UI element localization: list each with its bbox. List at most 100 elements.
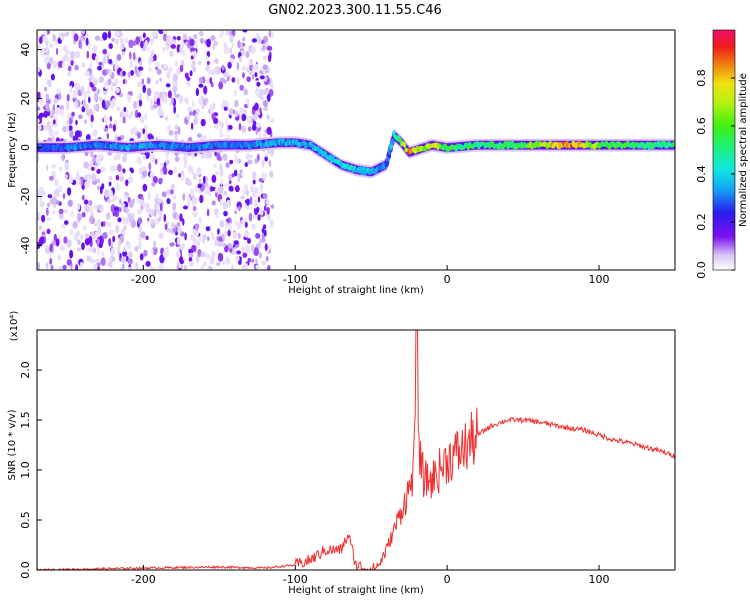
noise-speckle bbox=[130, 69, 134, 76]
noise-speckle bbox=[176, 113, 180, 119]
noise-speckle bbox=[76, 247, 82, 252]
noise-speckle bbox=[134, 65, 138, 75]
noise-speckle bbox=[38, 112, 45, 118]
noise-speckle bbox=[150, 248, 154, 254]
noise-speckle bbox=[110, 204, 116, 213]
noise-speckle bbox=[115, 174, 120, 181]
noise-speckle bbox=[226, 76, 230, 82]
noise-speckle bbox=[70, 59, 74, 66]
noise-speckle bbox=[61, 154, 65, 162]
ridge-cell bbox=[402, 142, 407, 148]
noise-speckle bbox=[66, 239, 72, 248]
noise-speckle bbox=[95, 258, 101, 264]
noise-speckle bbox=[256, 81, 261, 87]
noise-speckle bbox=[76, 230, 80, 237]
noise-speckle bbox=[229, 159, 234, 165]
noise-speckle bbox=[54, 130, 59, 136]
noise-speckle bbox=[219, 132, 224, 139]
noise-speckle bbox=[141, 78, 144, 85]
x-tick-label: -100 bbox=[283, 273, 308, 286]
noise-speckle bbox=[195, 113, 198, 119]
snr-y-axis: 0.0 0.5 1.0 1.5 2.0 bbox=[19, 361, 42, 579]
noise-speckle bbox=[193, 34, 198, 40]
noise-speckle bbox=[237, 40, 241, 49]
noise-speckle bbox=[114, 209, 119, 218]
noise-speckle bbox=[138, 166, 143, 176]
noise-speckle bbox=[208, 266, 211, 270]
noise-speckle bbox=[69, 249, 74, 259]
noise-speckle bbox=[102, 232, 108, 239]
noise-speckle bbox=[162, 46, 166, 53]
noise-speckle bbox=[200, 118, 206, 127]
noise-speckle bbox=[75, 119, 78, 126]
noise-speckle bbox=[105, 100, 111, 108]
noise-speckle bbox=[260, 186, 263, 194]
noise-speckle bbox=[149, 266, 155, 270]
colorbar-tick-label: 0.8 bbox=[695, 69, 708, 87]
noise-speckle bbox=[74, 83, 79, 90]
noise-speckle bbox=[46, 62, 51, 70]
noise-speckle bbox=[125, 179, 129, 187]
noise-speckle bbox=[195, 254, 200, 263]
noise-speckle bbox=[38, 225, 43, 231]
noise-speckle bbox=[112, 165, 118, 172]
noise-speckle bbox=[122, 116, 126, 124]
noise-speckle bbox=[37, 153, 40, 163]
noise-speckle bbox=[249, 196, 253, 205]
noise-speckle bbox=[122, 250, 128, 257]
noise-speckle bbox=[107, 198, 112, 204]
noise-speckle bbox=[103, 116, 109, 124]
noise-speckle bbox=[217, 252, 224, 262]
noise-speckle bbox=[242, 30, 248, 33]
noise-speckle bbox=[223, 190, 228, 196]
noise-speckle bbox=[107, 30, 112, 39]
noise-speckle bbox=[45, 164, 49, 172]
noise-speckle bbox=[97, 226, 102, 234]
noise-speckle bbox=[220, 178, 223, 186]
noise-speckle bbox=[168, 169, 173, 175]
noise-speckle bbox=[51, 196, 58, 204]
noise-speckle bbox=[234, 89, 237, 97]
noise-speckle bbox=[228, 107, 234, 116]
noise-speckle bbox=[238, 257, 242, 263]
noise-speckle bbox=[193, 117, 199, 125]
x-tick-label: 100 bbox=[589, 273, 610, 286]
noise-speckle bbox=[191, 201, 195, 206]
noise-speckle bbox=[180, 243, 185, 250]
noise-speckle bbox=[220, 103, 225, 109]
noise-speckle bbox=[77, 203, 81, 211]
noise-speckle bbox=[177, 226, 182, 235]
noise-speckle bbox=[223, 210, 228, 217]
y-tick-label: 40 bbox=[19, 43, 32, 57]
noise-speckle bbox=[200, 37, 204, 44]
noise-speckle bbox=[136, 209, 141, 215]
noise-speckle bbox=[267, 93, 271, 102]
noise-speckle bbox=[83, 161, 89, 169]
noise-speckle bbox=[192, 211, 198, 218]
noise-speckle bbox=[63, 209, 69, 214]
noise-speckle bbox=[268, 160, 272, 167]
noise-speckle bbox=[67, 187, 72, 196]
noise-speckle bbox=[146, 87, 152, 97]
noise-speckle bbox=[212, 43, 215, 50]
noise-speckle bbox=[270, 118, 275, 124]
noise-speckle bbox=[114, 224, 120, 234]
noise-speckle bbox=[66, 124, 70, 133]
noise-speckle bbox=[177, 126, 181, 135]
noise-speckle bbox=[88, 205, 94, 214]
noise-speckle bbox=[230, 263, 235, 270]
noise-speckle bbox=[159, 162, 165, 167]
noise-speckle bbox=[89, 61, 93, 70]
noise-speckle bbox=[176, 236, 181, 246]
noise-speckle bbox=[100, 166, 106, 173]
noise-speckle bbox=[76, 169, 80, 177]
noise-speckle bbox=[127, 72, 131, 78]
noise-speckle bbox=[100, 251, 105, 257]
noise-speckle bbox=[137, 66, 144, 71]
noise-speckle bbox=[85, 104, 89, 112]
noise-speckle bbox=[147, 191, 151, 201]
noise-speckle bbox=[78, 40, 82, 49]
noise-speckle bbox=[37, 124, 42, 131]
noise-speckle bbox=[226, 199, 232, 208]
noise-speckle bbox=[244, 230, 249, 238]
